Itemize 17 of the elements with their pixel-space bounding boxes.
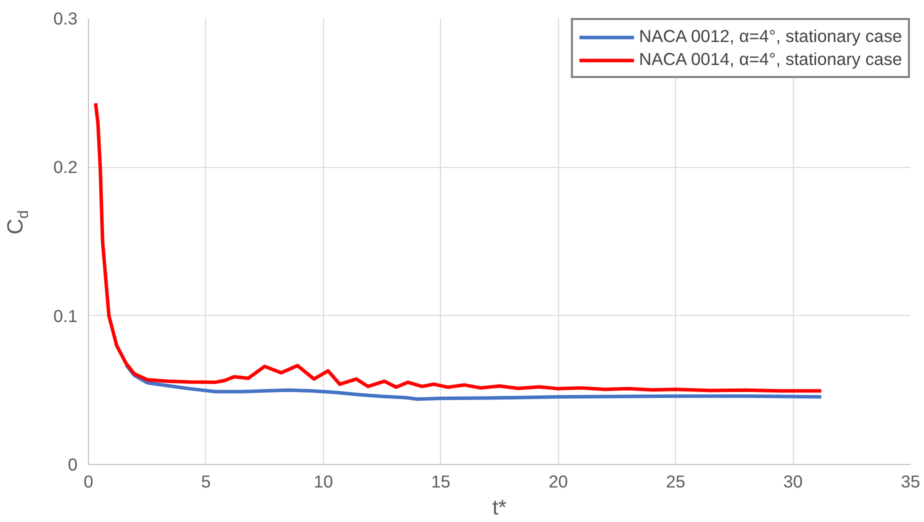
x-tick-label: 35 bbox=[900, 472, 920, 492]
legend-label: NACA 0012, α=4°, stationary case bbox=[638, 26, 902, 47]
x-tick-label: 0 bbox=[84, 472, 94, 492]
x-tick-label: 30 bbox=[783, 472, 803, 492]
x-tick-label: 10 bbox=[314, 472, 333, 492]
y-tick-label: 0 bbox=[68, 454, 78, 474]
x-axis-title: t* bbox=[492, 496, 507, 520]
x-tick-label: 25 bbox=[666, 472, 686, 492]
legend-label: NACA 0014, α=4°, stationary case bbox=[638, 49, 902, 70]
x-tick-label: 15 bbox=[431, 472, 450, 492]
x-tick-label: 20 bbox=[548, 472, 568, 492]
y-tick-label: 0.3 bbox=[53, 8, 78, 28]
y-tick-label: 0.1 bbox=[53, 306, 78, 326]
x-tick-label: 5 bbox=[201, 472, 211, 492]
y-tick-label: 0.2 bbox=[53, 157, 78, 178]
line-series bbox=[94, 101, 824, 393]
line-series bbox=[124, 363, 824, 401]
